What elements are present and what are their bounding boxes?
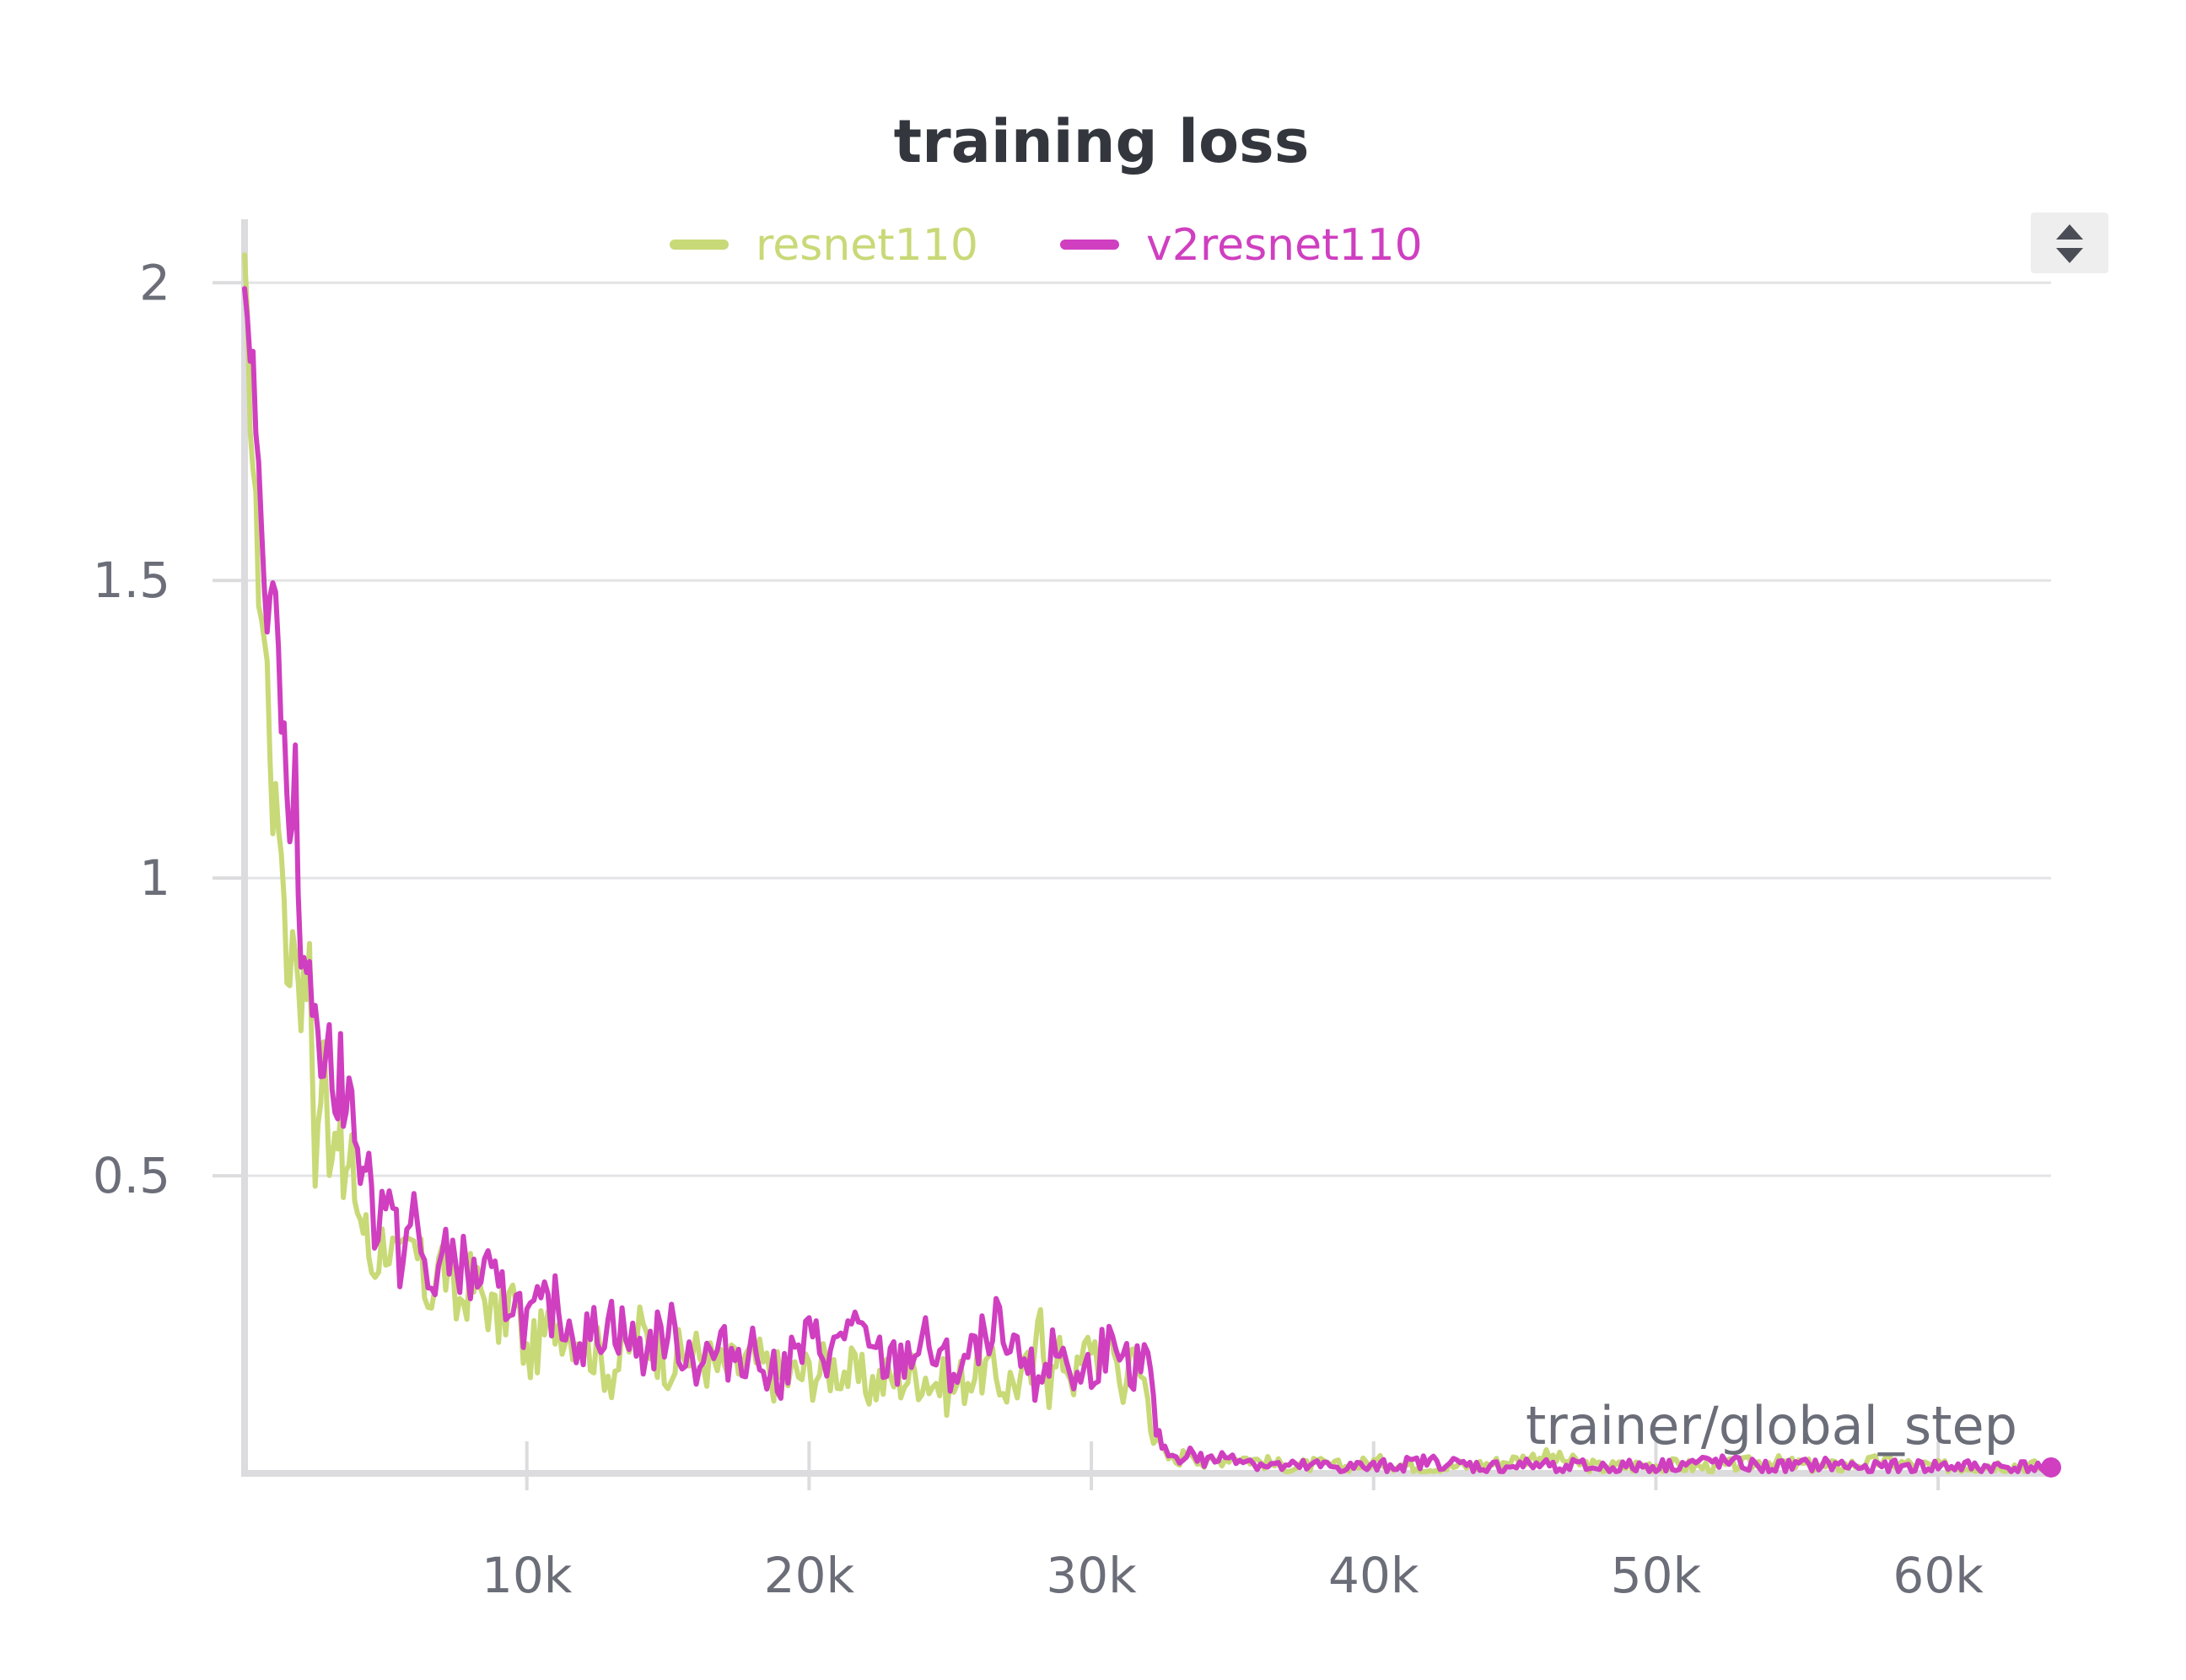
series-end-marker: [2041, 1457, 2061, 1478]
axes: [213, 219, 2051, 1490]
y-tick-label: 0.5: [93, 1147, 170, 1204]
legend-label: resnet110: [756, 220, 978, 271]
x-axis-title: trainer/global_step: [1526, 1395, 2017, 1457]
grid-lines: [245, 281, 2051, 1177]
x-tick-label: 30k: [1046, 1547, 1137, 1604]
x-tick-label: 10k: [482, 1547, 573, 1604]
x-tick-label: 60k: [1893, 1547, 1984, 1604]
legend-label: v2resnet110: [1146, 220, 1423, 271]
x-tick-label: 50k: [1611, 1547, 1702, 1604]
x-tick-label: 40k: [1328, 1547, 1419, 1604]
x-tick-label: 20k: [764, 1547, 855, 1604]
y-tick-label: 1.5: [93, 552, 170, 609]
sort-up-down-icon: [2056, 224, 2083, 263]
series-line-v2resnet110: [242, 286, 2054, 1474]
series-lines: [242, 252, 2061, 1478]
chart-title: training loss: [894, 107, 1310, 176]
y-tick-label: 1: [139, 849, 170, 907]
y-tick-label: 2: [139, 254, 170, 311]
tick-labels: 0.5 1 1.5 2 10k 20k 30k 40k 50k 60k: [93, 254, 1984, 1604]
sort-button[interactable]: [2031, 213, 2108, 273]
legend: resnet110 v2resnet110: [670, 220, 1423, 271]
series-line-resnet110: [242, 252, 2054, 1474]
